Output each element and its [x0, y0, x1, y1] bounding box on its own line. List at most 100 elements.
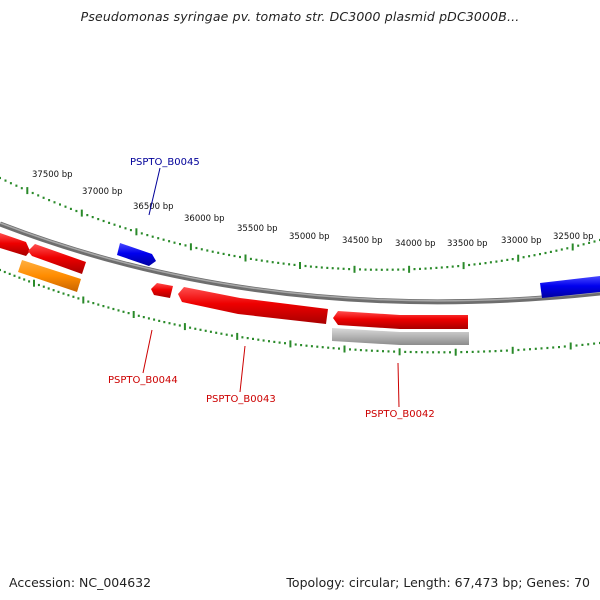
outer-ring-minor-tick — [451, 265, 454, 268]
feature-reverse-cds[interactable] — [28, 244, 86, 274]
outer-ring-minor-tick — [424, 267, 427, 270]
outer-ring-minor-tick — [397, 268, 400, 271]
inner-ring-major-tick — [511, 346, 514, 354]
inner-ring-minor-tick — [420, 351, 423, 354]
feature-reverse-cds-b0042[interactable] — [333, 311, 468, 329]
inner-ring-minor-tick — [97, 303, 100, 306]
outer-ring-minor-tick — [359, 268, 361, 271]
feature-reverse-cds-b0044[interactable] — [151, 283, 173, 298]
outer-ring-minor-tick — [375, 268, 378, 271]
outer-ring-minor-tick — [588, 241, 591, 244]
outer-ring-minor-tick — [151, 235, 154, 238]
inner-ring-minor-tick — [349, 348, 351, 351]
outer-ring-minor-tick — [282, 262, 285, 265]
inner-ring-minor-tick — [370, 349, 373, 352]
inner-ring-minor-tick — [262, 339, 265, 342]
position-label: 32500 bp — [553, 232, 594, 242]
feature-forward-cds-right[interactable] — [540, 276, 600, 298]
inner-ring-minor-tick — [426, 351, 429, 354]
outer-ring-minor-tick — [124, 227, 127, 230]
inner-ring-minor-tick — [52, 289, 55, 292]
gene-label-b0042[interactable]: PSPTO_B0042 — [365, 409, 435, 420]
inner-ring-minor-tick — [404, 350, 407, 353]
gene-label-b0043[interactable]: PSPTO_B0043 — [206, 394, 276, 405]
inner-ring-minor-tick — [246, 337, 249, 340]
inner-ring-minor-tick — [523, 348, 526, 351]
inner-ring-minor-tick — [517, 348, 520, 352]
accession-label: Accession: NC_004632 — [9, 575, 152, 590]
outer-ring-minor-tick — [140, 232, 143, 235]
outer-ring-minor-tick — [511, 258, 514, 261]
outer-ring-minor-tick — [277, 261, 280, 264]
outer-ring-minor-tick — [522, 256, 525, 259]
inner-ring-minor-tick — [199, 328, 202, 331]
outer-ring-minor-tick — [173, 241, 176, 244]
inner-ring-major-tick — [33, 279, 35, 287]
outer-ring-major-tick — [299, 262, 301, 269]
inner-ring-minor-tick — [153, 318, 156, 321]
inner-ring-minor-tick — [321, 346, 324, 349]
outer-ring-major-tick — [462, 262, 465, 270]
outer-ring-major-tick — [571, 243, 574, 251]
outer-ring-minor-tick — [419, 267, 421, 270]
inner-ring-minor-tick — [194, 327, 197, 330]
inner-ring-minor-tick — [117, 309, 120, 312]
inner-ring-minor-tick — [209, 330, 212, 333]
inner-ring-minor-tick — [387, 350, 390, 353]
outer-ring-minor-tick — [233, 254, 236, 258]
feature-other[interactable] — [18, 260, 81, 292]
inner-ring-minor-tick — [18, 276, 21, 279]
inner-ring-minor-tick — [173, 323, 176, 326]
outer-ring-major-tick — [353, 265, 356, 273]
label-leaders — [142, 167, 400, 408]
position-label: 35000 bp — [289, 232, 330, 242]
outer-ring-minor-tick — [97, 218, 100, 221]
inner-ring-minor-tick — [534, 347, 537, 350]
inner-ring-minor-tick — [540, 347, 543, 350]
outer-ring-minor-tick — [489, 261, 492, 264]
inner-ring-minor-tick — [354, 348, 357, 351]
feature-reverse-cds-b0043[interactable] — [178, 287, 328, 324]
outer-ring-minor-tick — [315, 265, 318, 269]
outer-ring-minor-tick — [119, 225, 121, 228]
leader-line-b0044 — [142, 329, 153, 374]
inner-ring-major-tick — [343, 345, 346, 353]
feature-forward-cds-b0045[interactable] — [117, 243, 156, 266]
inner-ring-minor-tick — [252, 337, 254, 340]
inner-ring-minor-tick — [127, 312, 130, 315]
inner-ring-minor-tick — [409, 350, 412, 354]
position-label: 35500 bp — [237, 224, 278, 234]
inner-ring-minor-tick — [37, 283, 40, 287]
outer-ring-minor-tick — [326, 266, 329, 269]
position-label: 37000 bp — [82, 187, 123, 197]
gene-label-b0044[interactable]: PSPTO_B0044 — [108, 375, 178, 386]
plasmid-backbone-highlight — [0, 222, 600, 302]
outer-ring-major-tick — [517, 254, 520, 262]
outer-ring-minor-tick — [217, 251, 220, 254]
outer-ring-minor-tick — [309, 265, 312, 268]
outer-ring-minor-tick — [544, 251, 547, 255]
outer-ring-minor-tick — [566, 247, 569, 250]
outer-ring-minor-tick — [386, 268, 389, 271]
outer-ring-major-tick — [408, 265, 411, 273]
inner-ring-minor-tick — [310, 345, 313, 348]
inner-ring-minor-tick — [62, 292, 65, 295]
inner-ring-minor-tick — [178, 324, 181, 327]
outer-ring-minor-tick — [593, 240, 596, 243]
outer-ring-minor-tick — [320, 266, 323, 269]
outer-ring-minor-tick — [129, 229, 132, 232]
outer-ring-minor-tick — [249, 257, 252, 260]
inner-ring-minor-tick — [563, 345, 566, 348]
gene-label-b0045[interactable]: PSPTO_B0045 — [130, 157, 200, 168]
inner-ring-minor-tick — [273, 340, 276, 343]
map-title: Pseudomonas syringae pv. tomato str. DC3… — [80, 9, 520, 24]
inner-ring-minor-tick — [0, 268, 1, 272]
inner-ring-minor-tick — [359, 349, 362, 352]
inner-ring-minor-tick — [332, 347, 335, 350]
inner-ring-minor-tick — [466, 350, 468, 354]
inner-ring-minor-tick — [552, 346, 555, 349]
inner-ring-minor-tick — [575, 344, 578, 347]
feature-pseudo[interactable] — [332, 328, 469, 345]
feature-reverse-cds[interactable] — [0, 233, 30, 256]
outer-ring-minor-tick — [539, 253, 541, 256]
